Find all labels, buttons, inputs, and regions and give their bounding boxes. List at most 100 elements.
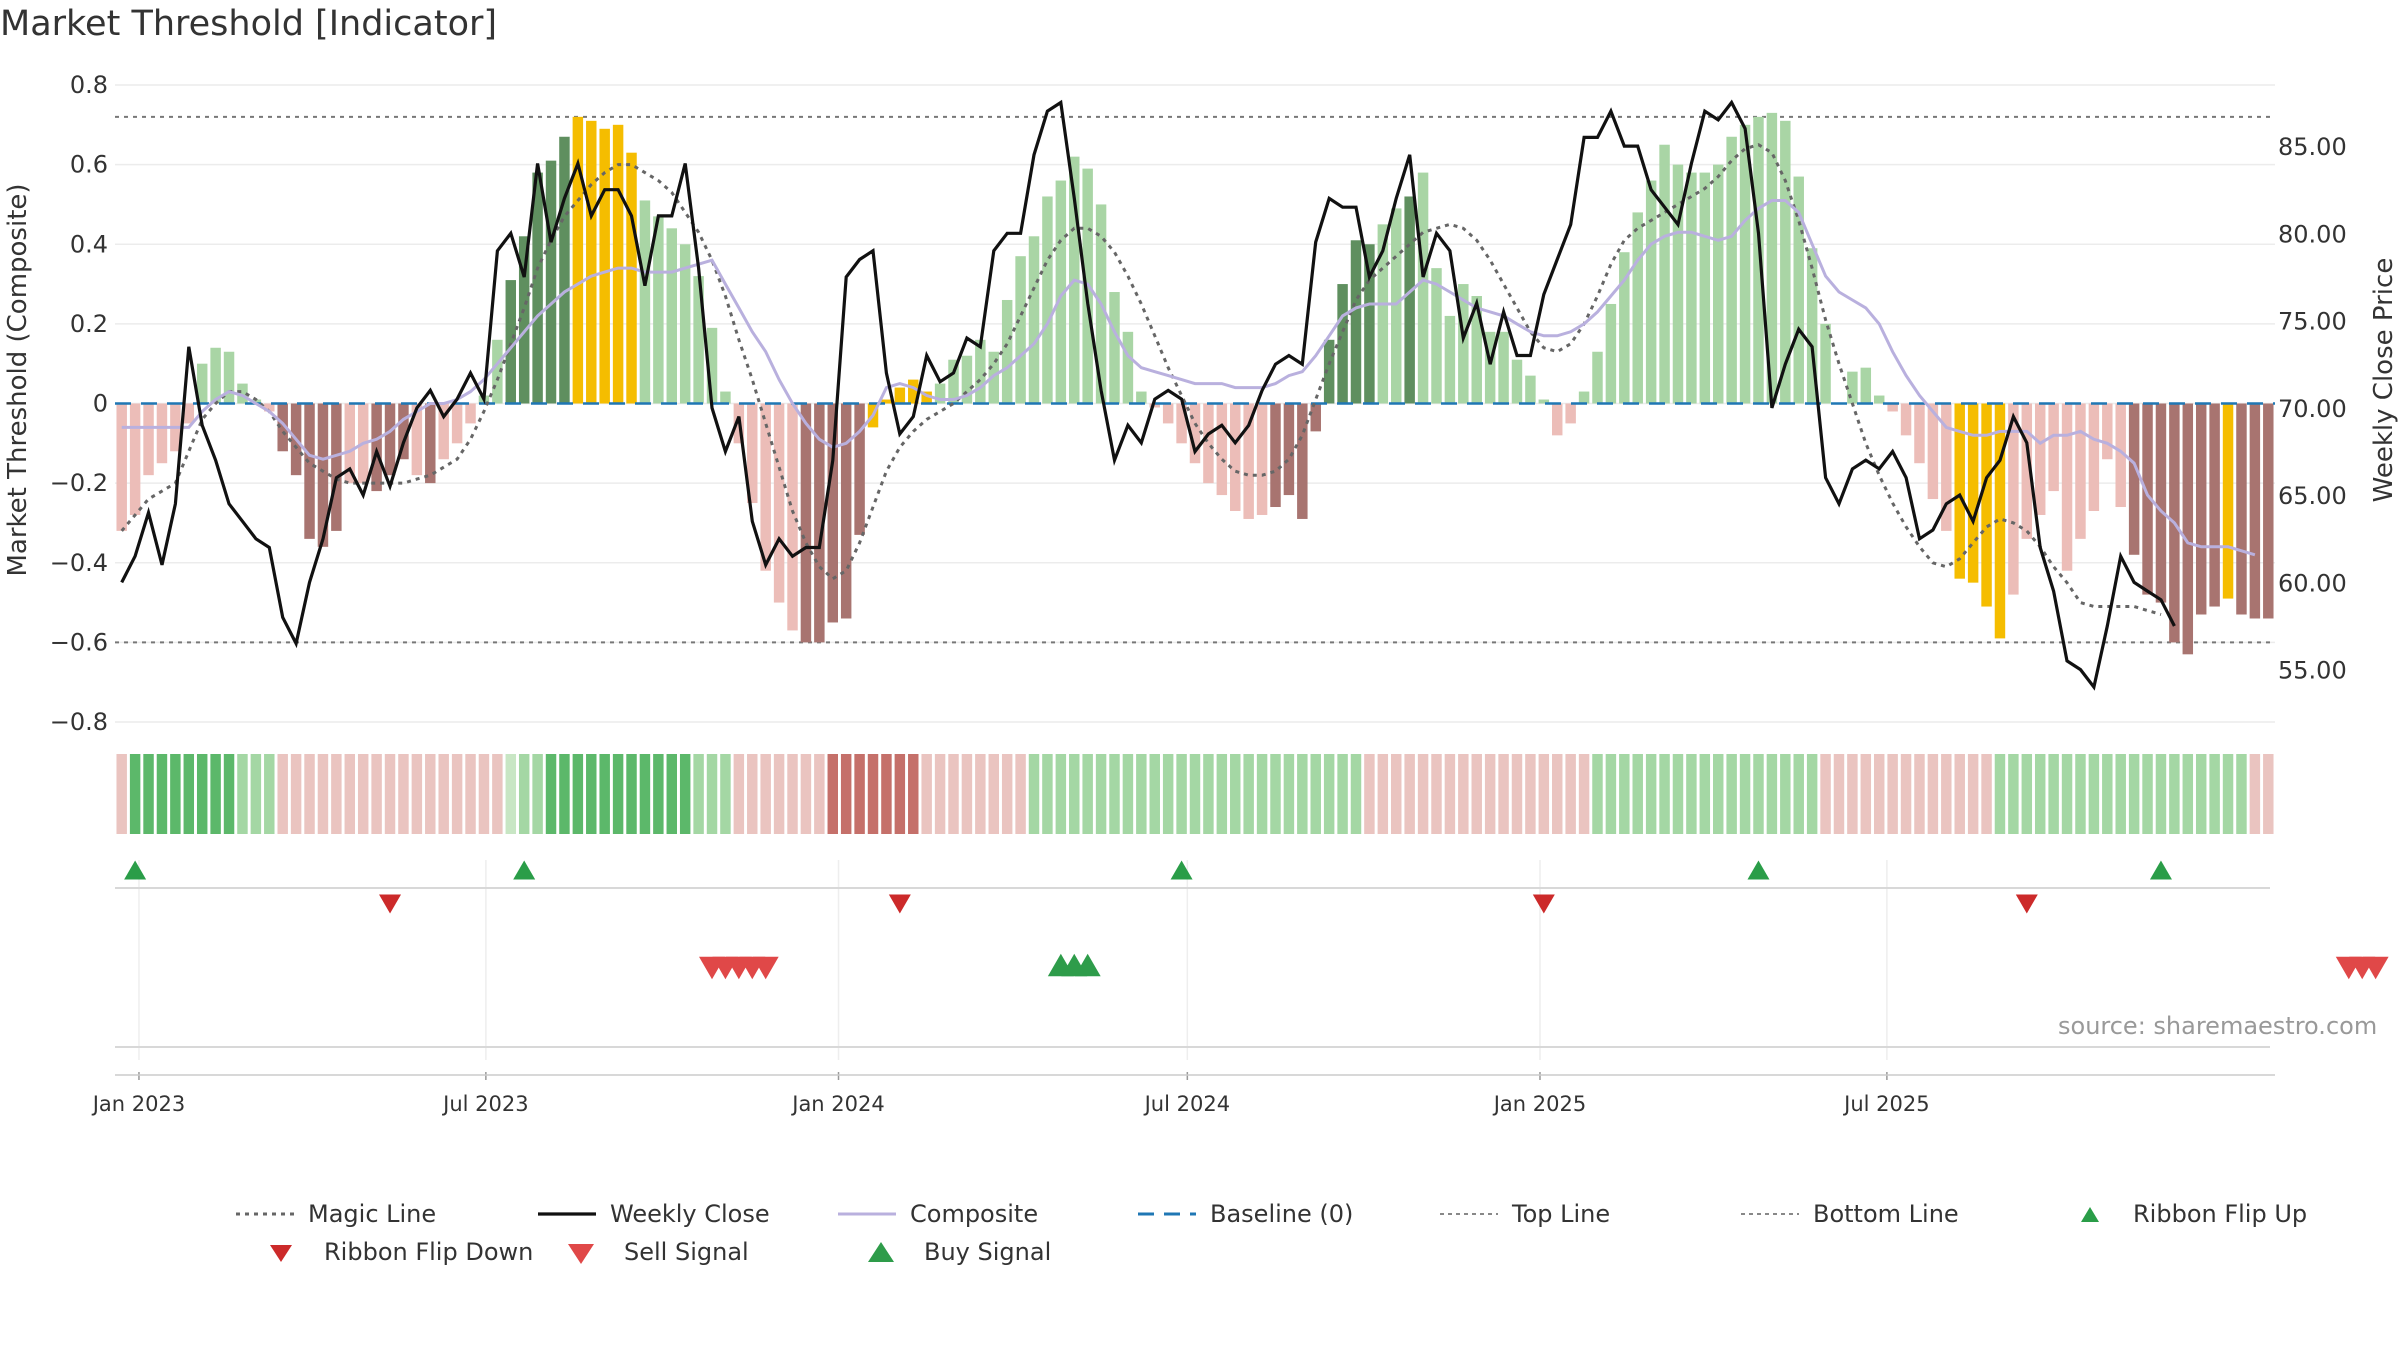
sell-signal-marker (752, 956, 779, 980)
legend-label: Composite (910, 1200, 1039, 1228)
composite-bar (1417, 172, 1429, 404)
ribbon-cell (1404, 754, 1415, 834)
x-tick-label: Jan 2025 (1492, 1092, 1587, 1116)
y-tick-label: 0.6 (70, 151, 108, 179)
composite-bar (1230, 403, 1241, 511)
ribbon-cell (867, 754, 879, 834)
composite-line (121, 199, 2256, 557)
legend-swatch (852, 1242, 910, 1262)
ribbon-cell (666, 754, 678, 834)
composite-bar (2008, 403, 2019, 595)
ribbon-cell (1632, 754, 1643, 834)
ribbon-cell (290, 754, 302, 834)
y2-tick-label: 65.00 (2278, 482, 2347, 510)
ribbon-cell (1337, 754, 1348, 834)
composite-bar (1122, 331, 1134, 404)
composite-bar (2102, 403, 2113, 460)
y2-tick-label: 75.00 (2278, 308, 2347, 336)
source-note: source: sharemaestro.com (2058, 1012, 2378, 1040)
ribbon-cell (1525, 754, 1536, 834)
composite-bar (2115, 403, 2126, 508)
ribbon-cell (2169, 754, 2180, 834)
ribbon-cell (156, 754, 168, 834)
composite-bar (948, 359, 959, 404)
ribbon-cell (814, 754, 825, 834)
ribbon-cell (116, 754, 127, 834)
ribbon-cell (1417, 754, 1429, 834)
ribbon-cell (143, 754, 154, 834)
ribbon-cell (1042, 754, 1053, 834)
composite-bar (572, 116, 584, 404)
composite-bar (854, 403, 865, 535)
y-tick-label: 0.8 (70, 71, 108, 99)
composite-bar (264, 403, 275, 412)
y2-axis-label: Weekly Close Price (2369, 258, 2399, 503)
ribbon-cell (2222, 754, 2234, 834)
ribbon-flip-up-marker (513, 860, 536, 880)
composite-bar (518, 236, 530, 404)
ribbon-cell (1619, 754, 1630, 834)
ribbon-cell (894, 754, 906, 834)
ribbon-cell (1847, 754, 1858, 834)
ribbon-flip-up-marker (124, 860, 147, 880)
composite-bar (2182, 403, 2194, 655)
composite-bar (894, 387, 906, 404)
ribbon-cell (2182, 754, 2194, 834)
composite-bar (425, 403, 436, 484)
composite-bar (411, 403, 423, 476)
composite-bar (1645, 180, 1657, 404)
ribbon-cell (1162, 754, 1174, 834)
y-tick-label: −0.8 (50, 708, 108, 736)
composite-bar (2195, 403, 2207, 615)
ribbon-cell (304, 754, 315, 834)
ribbon-cell (1672, 754, 1684, 834)
y-axis-label: Market Threshold (Composite) (3, 183, 33, 576)
composite-bar (1001, 299, 1013, 404)
composite-bar (639, 200, 651, 404)
ribbon-cell (1941, 754, 1952, 834)
ribbon-cell (787, 754, 798, 834)
ribbon-cell (1766, 754, 1778, 834)
composite-bar (129, 403, 141, 515)
ribbon-flip-down-marker (888, 894, 911, 914)
composite-bar (666, 228, 678, 404)
composite-bar (679, 244, 691, 404)
ribbon-cell (210, 754, 221, 834)
composite-bar (1552, 403, 1563, 436)
axes: 0.8 0.6 0.4 0.2 0 −0.2 −0.4 −0.6 −0.8 85.00 80.00 7… (50, 71, 2347, 1116)
ribbon-cell (747, 754, 758, 834)
composite-bar (1458, 284, 1469, 404)
legend-item: Ribbon Flip Up (2061, 1200, 2307, 1228)
composite-bar (1042, 196, 1053, 404)
ribbon-cell (1659, 754, 1670, 834)
ribbon-cell (2021, 754, 2033, 834)
composite-bar (840, 403, 852, 619)
composite-bar (626, 152, 637, 404)
ribbon-cell (1444, 754, 1456, 834)
ribbon-cell (934, 754, 946, 834)
magic-line (120, 143, 2162, 616)
composite-bar (1498, 331, 1509, 404)
legend-item: Buy Signal (852, 1238, 1051, 1266)
legend-item: Ribbon Flip Down (252, 1238, 533, 1266)
ribbon-cell (1323, 754, 1335, 834)
weekly-close-line (120, 99, 2176, 691)
composite-bar (1337, 284, 1348, 404)
ribbon-cell (572, 754, 584, 834)
ribbon-cell (2155, 754, 2167, 834)
composite-bar (1766, 112, 1778, 404)
composite-bar (1243, 403, 1254, 519)
ribbon-cell (1860, 754, 1872, 834)
x-tick-label: Jul 2024 (1143, 1092, 1230, 1116)
ribbon-cell (1699, 754, 1711, 834)
legend-swatch (1138, 1204, 1196, 1224)
ribbon-cell (2048, 754, 2059, 834)
composite-bar (1162, 403, 1174, 424)
ribbon-cell (2195, 754, 2207, 834)
composite-bar (747, 403, 758, 504)
ribbon-cell (250, 754, 262, 834)
ribbon-cell (612, 754, 624, 834)
ribbon-cell (317, 754, 329, 834)
ribbon-cell (827, 754, 838, 834)
legend-label: Baseline (0) (1210, 1200, 1354, 1228)
